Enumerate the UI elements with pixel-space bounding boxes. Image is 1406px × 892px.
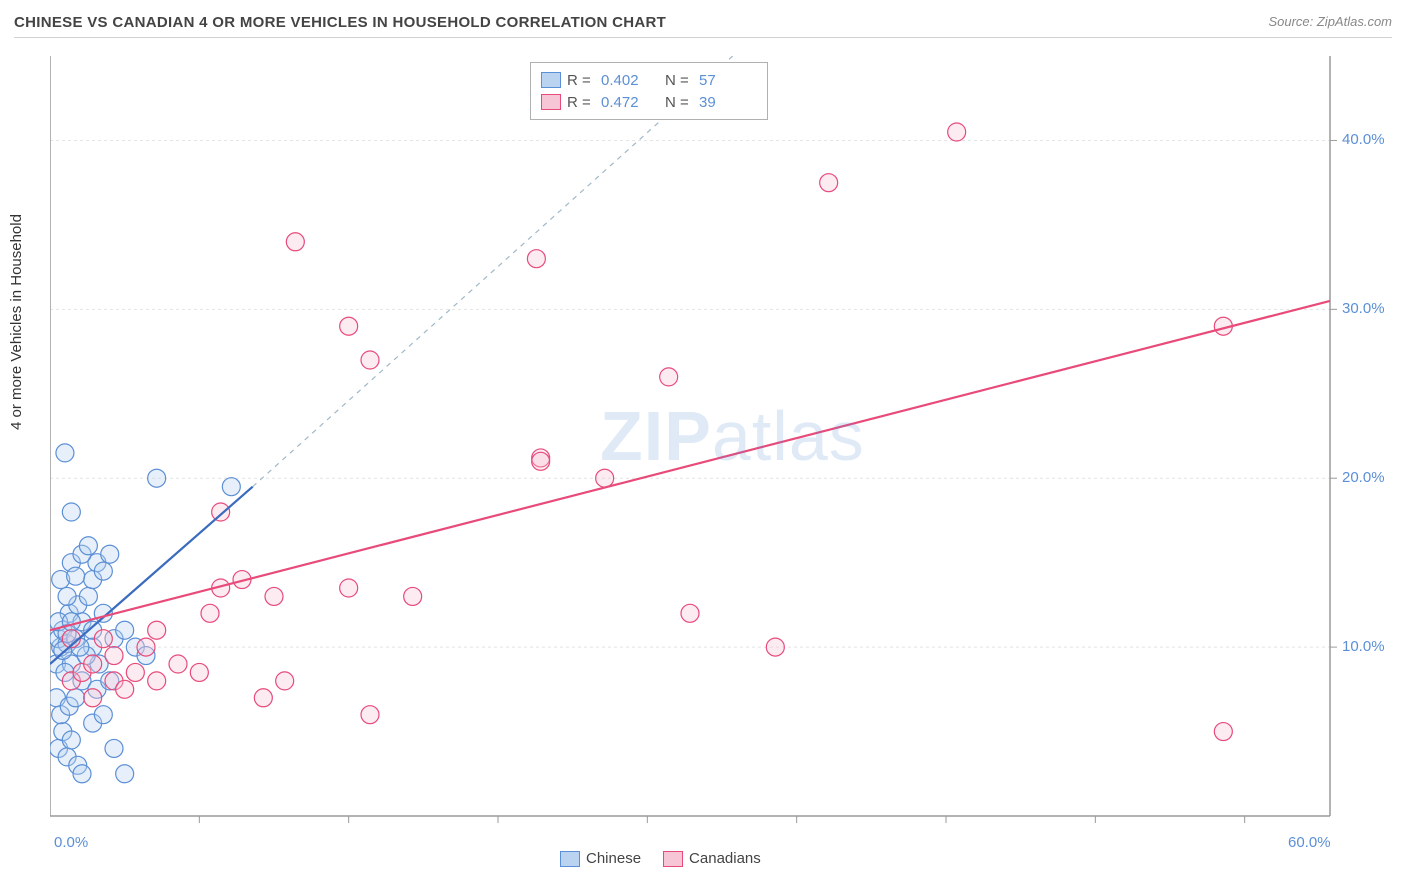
legend-label: Canadians [689,850,761,867]
legend-r-label: R = [567,94,595,111]
y-tick-label: 30.0% [1342,300,1385,317]
chart-title: CHINESE VS CANADIAN 4 OR MORE VEHICLES I… [14,14,666,31]
legend-swatch [663,851,683,867]
plot-area: ZIPatlas [50,56,1380,846]
legend-r-label: R = [567,72,595,89]
legend-r-value: 0.402 [601,72,659,89]
watermark: ZIPatlas [600,396,865,476]
legend-n-label: N = [665,94,693,111]
legend-label: Chinese [586,850,641,867]
legend-row: R = 0.472 N = 39 [541,91,757,113]
legend-n-value: 57 [699,72,757,89]
x-tick-label: 0.0% [54,834,88,851]
legend-swatch [541,72,561,88]
x-tick-label: 60.0% [1288,834,1331,851]
correlation-legend: R = 0.402 N = 57 R = 0.472 N = 39 [530,62,768,120]
y-tick-label: 20.0% [1342,469,1385,486]
y-tick-label: 40.0% [1342,131,1385,148]
legend-item: Chinese [560,850,641,867]
chart-container: CHINESE VS CANADIAN 4 OR MORE VEHICLES I… [0,0,1406,892]
legend-swatch [541,94,561,110]
legend-item: Canadians [663,850,761,867]
watermark-prefix: ZIP [600,397,712,475]
y-axis-label: 4 or more Vehicles in Household [8,214,25,430]
series-legend: Chinese Canadians [560,850,761,867]
legend-swatch [560,851,580,867]
legend-r-value: 0.472 [601,94,659,111]
y-tick-label: 10.0% [1342,638,1385,655]
legend-row: R = 0.402 N = 57 [541,69,757,91]
title-bar: CHINESE VS CANADIAN 4 OR MORE VEHICLES I… [14,14,1392,38]
legend-n-label: N = [665,72,693,89]
watermark-suffix: atlas [712,397,865,475]
legend-n-value: 39 [699,94,757,111]
source-label: Source: ZipAtlas.com [1268,14,1392,29]
